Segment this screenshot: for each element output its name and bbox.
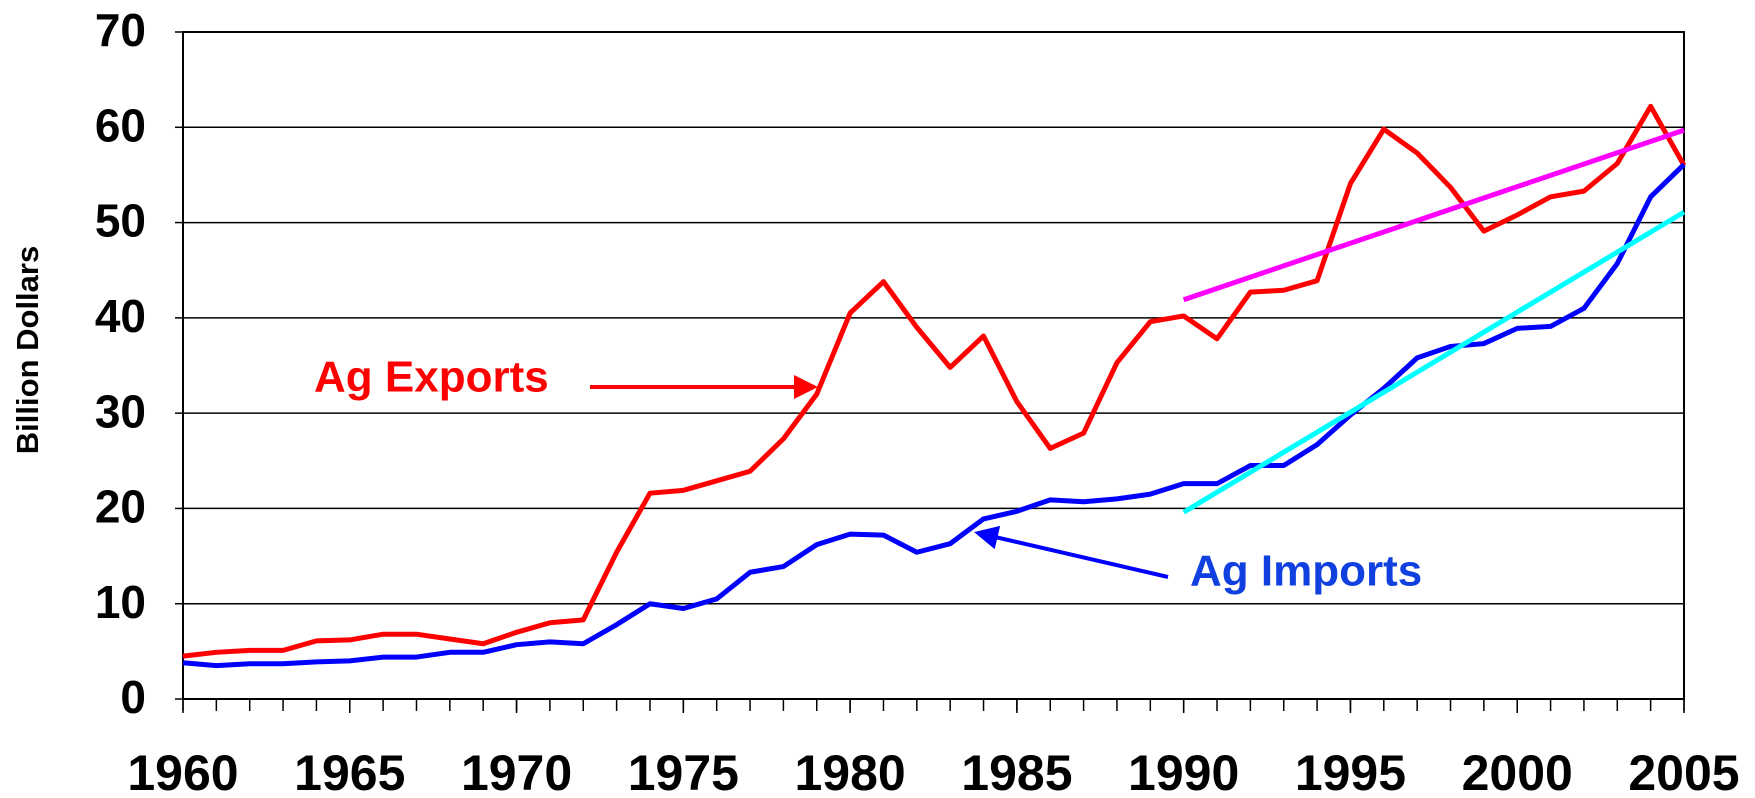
series-line [1182, 209, 1686, 515]
x-tick-label: 1975 [628, 745, 739, 798]
x-tick-label: 1970 [461, 745, 572, 798]
y-tick-label: 70 [95, 4, 146, 56]
y-tick-label: 10 [95, 576, 146, 628]
x-tick-label: 2000 [1462, 745, 1573, 798]
series-annotation: Ag Exports [314, 353, 549, 402]
x-tick-label: 2005 [1628, 745, 1739, 798]
plot-border [182, 31, 1685, 700]
x-tick-label: 1960 [127, 745, 238, 798]
x-tick-label: 1985 [961, 745, 1072, 798]
y-tick-label: 40 [95, 290, 146, 342]
x-tick-label: 1980 [794, 745, 905, 798]
annotation-arrow [974, 525, 1169, 579]
y-axis-label: Billion Dollars [10, 246, 45, 454]
series-line [182, 162, 1686, 669]
x-tick-label: 1965 [294, 745, 405, 798]
series-annotation: Ag Imports [1190, 547, 1422, 596]
x-tick-label: 1990 [1128, 745, 1239, 798]
x-tick-label: 1995 [1295, 745, 1406, 798]
y-tick-label: 50 [95, 195, 146, 247]
y-tick-label: 20 [95, 481, 146, 533]
y-tick-label: 30 [95, 385, 146, 437]
y-tick-label: 0 [120, 671, 146, 723]
y-tick-label: 60 [95, 99, 146, 151]
series-line [182, 103, 1687, 659]
series-line [1182, 127, 1685, 303]
